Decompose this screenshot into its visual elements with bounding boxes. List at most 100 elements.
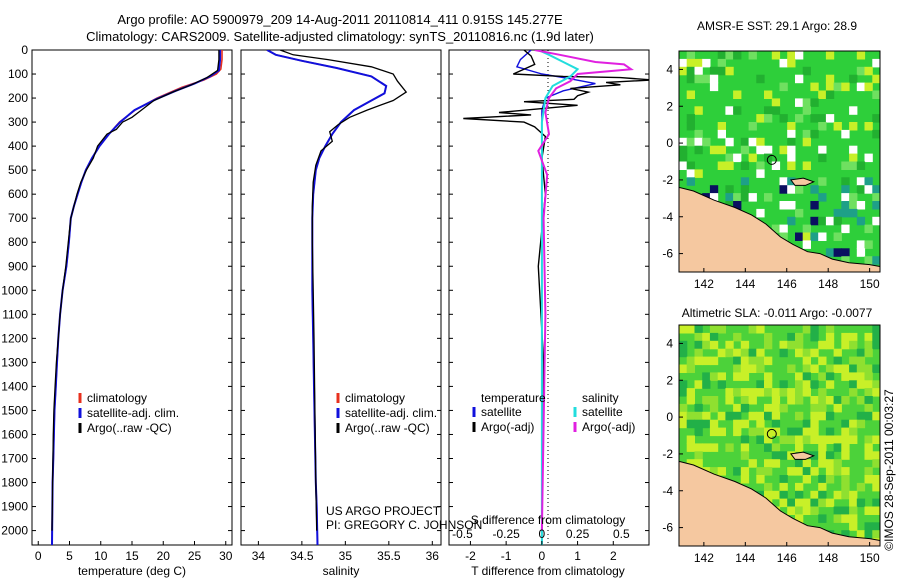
map-cell (740, 348, 750, 358)
map-cell (810, 129, 819, 139)
map-cell (825, 459, 835, 468)
map-cell (818, 482, 827, 492)
map-cell (764, 380, 773, 389)
depth-tick-label: 1200 (1, 331, 28, 345)
map-cell (872, 482, 880, 492)
map-cell (795, 498, 804, 508)
island (789, 177, 816, 186)
map-cell (702, 74, 711, 84)
map-cell (686, 114, 695, 123)
map-cell (694, 145, 703, 155)
map-cell (709, 325, 719, 334)
legend-label: satellite (481, 405, 522, 419)
map-cell (818, 145, 827, 155)
map-cell (864, 380, 873, 389)
map-cell (810, 451, 819, 460)
map-cell (872, 380, 880, 389)
map-cell (825, 451, 835, 460)
map-x-tick-label: 148 (818, 277, 838, 291)
map-cell (709, 332, 719, 342)
depth-tick-label: 1600 (1, 427, 28, 441)
map-cell (825, 396, 835, 405)
map-cell (818, 177, 827, 186)
map-cell (771, 396, 781, 405)
map-cell (864, 522, 873, 531)
sla-map-field (679, 325, 880, 546)
map-cell (694, 340, 703, 350)
map-cell (787, 58, 796, 68)
map-cell (756, 137, 765, 147)
map-cell (849, 435, 858, 444)
map-cell (810, 403, 819, 413)
map-cell (709, 82, 719, 92)
map-cell (733, 348, 742, 358)
map-cell (856, 248, 866, 257)
map-cell (686, 66, 695, 76)
map-cell (748, 348, 757, 358)
map-cell (841, 443, 850, 452)
map-cell (795, 482, 804, 492)
map-cell (686, 325, 695, 334)
map-cell (849, 419, 858, 429)
map-cell (802, 372, 811, 381)
map-cell (748, 356, 757, 366)
map-cell (686, 90, 695, 99)
map-cell (849, 74, 858, 84)
map-cell (818, 435, 827, 444)
map-cell (833, 467, 842, 476)
map-cell (864, 177, 873, 186)
map-cell (771, 403, 781, 413)
map-cell (818, 372, 827, 381)
map-cell (717, 380, 726, 389)
map-cell (740, 475, 750, 484)
map-y-tick-label: 2 (666, 373, 673, 387)
map-cell (841, 467, 850, 476)
map-cell (740, 161, 750, 170)
map-cell (849, 498, 858, 508)
map-cell (717, 145, 726, 155)
map-cell (679, 58, 688, 68)
map-cell (825, 51, 835, 60)
salinity-xticks: 34 34.5 35 35.5 36 (241, 49, 441, 563)
map-cell (756, 427, 765, 437)
map-cell (733, 332, 742, 342)
map-cell (849, 372, 858, 381)
map-cell (818, 216, 827, 226)
map-cell (748, 51, 757, 60)
map-cell (802, 475, 811, 484)
map-cell (841, 419, 850, 429)
map-cell (856, 530, 866, 539)
map-cell (849, 193, 858, 202)
x-tick-label-top: 0 (539, 527, 546, 541)
map-cell (748, 325, 757, 334)
map-cell (872, 325, 880, 334)
map-cell (756, 467, 765, 476)
map-cell (825, 372, 835, 381)
map-cell (833, 356, 842, 366)
x-tick-label-top: 0.5 (613, 527, 630, 541)
map-cell (795, 443, 804, 452)
map-cell (825, 475, 835, 484)
map-cell (802, 98, 811, 107)
map-cell (841, 161, 850, 170)
map-cell (802, 427, 811, 437)
map-cell (849, 427, 858, 437)
map-cell (795, 372, 804, 381)
x-tick-label-top: -0.25 (492, 527, 520, 541)
map-cell (864, 435, 873, 444)
map-y-tick-label: 0 (666, 410, 673, 424)
map-cell (771, 490, 781, 500)
temperature-xticks: 0 5 10 15 20 25 30 (32, 49, 233, 563)
map-y-tick-label: 4 (666, 336, 673, 350)
map-cell (802, 467, 811, 476)
map-cell (679, 411, 688, 421)
map-cell (810, 490, 819, 500)
map-cell (856, 51, 866, 60)
map-cell (841, 396, 850, 405)
map-cell (702, 443, 711, 452)
map-cell (795, 459, 804, 468)
map-cell (787, 451, 796, 460)
map-cell (841, 256, 850, 265)
map-cell (748, 137, 757, 147)
map-cell (872, 498, 880, 508)
